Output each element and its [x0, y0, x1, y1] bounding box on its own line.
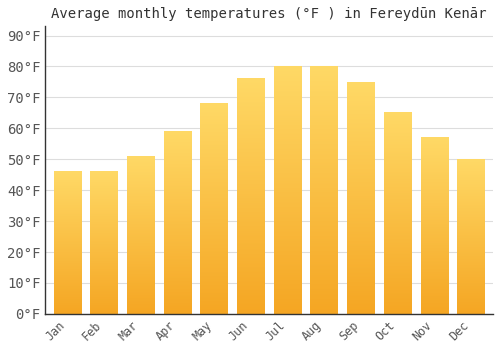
Title: Average monthly temperatures (°F ) in Fereydūn Kenār: Average monthly temperatures (°F ) in Fe…	[52, 7, 487, 21]
Bar	[164, 132, 191, 314]
Bar	[200, 104, 228, 314]
Bar	[310, 66, 338, 314]
Bar	[384, 113, 411, 314]
Bar	[347, 82, 374, 314]
Bar	[237, 79, 264, 314]
Bar	[274, 66, 301, 314]
Bar	[127, 156, 154, 314]
Bar	[420, 138, 448, 314]
Bar	[458, 159, 485, 314]
Bar	[54, 172, 81, 314]
Bar	[90, 172, 118, 314]
